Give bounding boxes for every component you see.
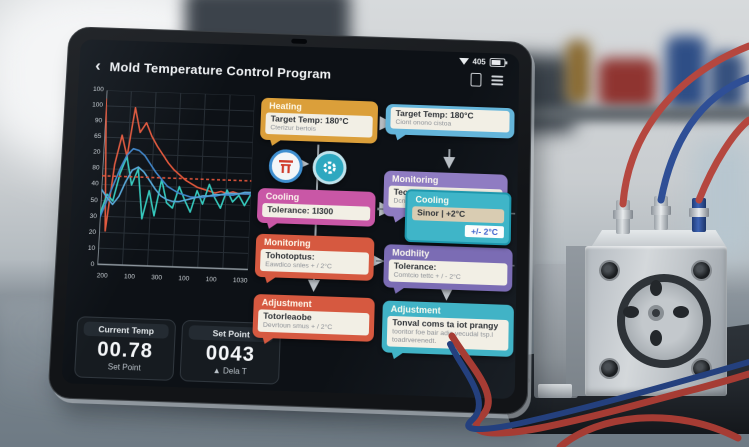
hose-fitting-blue bbox=[689, 198, 709, 232]
flow-block-cooling[interactable]: Cooling Tolerance: 1I300 bbox=[256, 187, 376, 227]
background-shelf-board bbox=[498, 106, 749, 122]
flow-block-cooling-overlay[interactable]: Cooling Sinor | +2°C +/- 2°C bbox=[404, 189, 512, 246]
flow-block-target-temp[interactable]: Target Temp: 180°C Ciont onono cistoa bbox=[385, 103, 515, 139]
chart-plot-area bbox=[97, 90, 255, 275]
background-red-canister bbox=[598, 58, 656, 108]
hose-fitting-middle bbox=[651, 196, 671, 230]
groove-lobe bbox=[673, 306, 689, 318]
screw bbox=[601, 262, 618, 279]
screw bbox=[601, 360, 618, 377]
flow-block-modify[interactable]: Modhiity Tolerance: Comtcio tettc + / - … bbox=[383, 244, 513, 292]
process-node[interactable] bbox=[312, 150, 348, 186]
groove-lobe bbox=[650, 280, 662, 296]
mold-circular-groove bbox=[617, 274, 711, 368]
tablet-device: 405 ‹ Mold Temperature Control Program 1… bbox=[47, 26, 532, 415]
camera-notch bbox=[291, 38, 308, 44]
tablet-screen: 405 ‹ Mold Temperature Control Program 1… bbox=[61, 39, 519, 399]
screw bbox=[693, 360, 710, 377]
screw bbox=[693, 262, 710, 279]
groove-lobe bbox=[650, 330, 662, 346]
background-blue-canister bbox=[666, 36, 706, 110]
temperature-chart: 100 100 90 65 20 80 40 50 30 20 10 0 200 100 30… bbox=[77, 86, 262, 296]
background-blue-canister-2 bbox=[710, 52, 744, 110]
hose-fitting-left bbox=[613, 200, 633, 234]
gear-icon bbox=[322, 161, 336, 175]
flow-block-monitoring[interactable]: Monitoring Tohotoptus: Eawdico snles + /… bbox=[254, 233, 375, 281]
mold-top-face bbox=[590, 230, 727, 248]
groove-lobe bbox=[623, 306, 639, 318]
flow-block-adjustment-right[interactable]: Adjustment Tonval coms ta iot prangy too… bbox=[381, 300, 514, 358]
flow-block-adjustment[interactable]: Adjustment Totorleaobe Devrtoun smus + /… bbox=[252, 293, 375, 342]
flow-block-heating[interactable]: Heating Target Temp: 180°C Cterizur bert… bbox=[259, 97, 379, 144]
process-node[interactable] bbox=[268, 148, 304, 184]
mold-center-pin bbox=[652, 309, 660, 317]
torii-icon bbox=[279, 159, 294, 173]
background-amber-bottle bbox=[566, 40, 590, 104]
plate-side-fitting bbox=[538, 384, 572, 398]
mold-block bbox=[585, 246, 727, 396]
tolerance-chip: +/- 2°C bbox=[464, 224, 504, 239]
